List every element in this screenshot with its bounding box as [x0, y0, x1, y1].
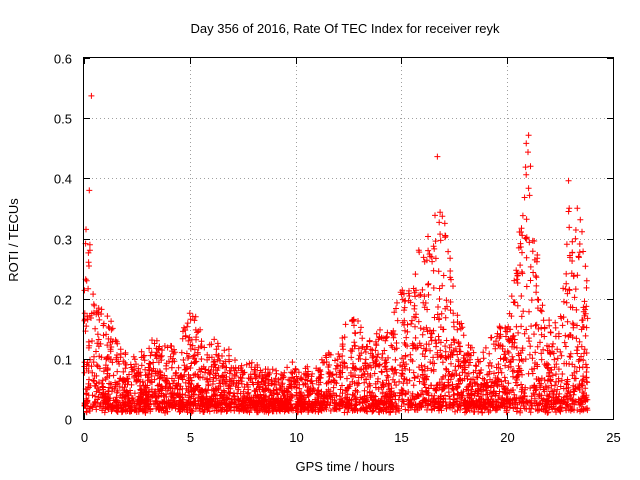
x-tick-label: 0 [81, 430, 88, 445]
x-tick-label: 20 [500, 430, 514, 445]
y-axis-label: ROTI / TECUs [6, 198, 21, 282]
roti-outlier-point [527, 163, 534, 170]
data-points [81, 92, 591, 416]
grid-lines [84, 58, 613, 419]
roti-outlier-point [86, 187, 93, 194]
plot-frame [83, 57, 614, 420]
roti-outlier-point [434, 153, 441, 160]
y-tick-label: 0.4 [54, 172, 72, 187]
y-tick-label: 0.2 [54, 293, 72, 308]
y-tick-label: 0.5 [54, 112, 72, 127]
y-tick-label: 0.6 [54, 52, 72, 67]
axis-ticks [84, 58, 614, 420]
y-tick-label: 0.3 [54, 233, 72, 248]
x-axis-label: GPS time / hours [296, 459, 395, 474]
roti-outlier-point [565, 177, 572, 184]
x-tick-label: 25 [606, 430, 620, 445]
roti-points-cloud [81, 132, 591, 416]
roti-outlier-point [523, 140, 530, 147]
chart-title: Day 356 of 2016, Rate Of TEC Index for r… [190, 21, 500, 36]
x-tick-label: 15 [394, 430, 408, 445]
x-tick-label: 10 [289, 430, 303, 445]
axis-tick-labels: 0 5 10 15 20 25 0 0.1 0.2 0.3 0.4 0.5 0.6 [54, 52, 621, 446]
y-tick-label: 0.1 [54, 353, 72, 368]
x-tick-label: 5 [187, 430, 194, 445]
roti-outlier-point [88, 92, 95, 99]
y-tick-label: 0 [65, 413, 72, 428]
